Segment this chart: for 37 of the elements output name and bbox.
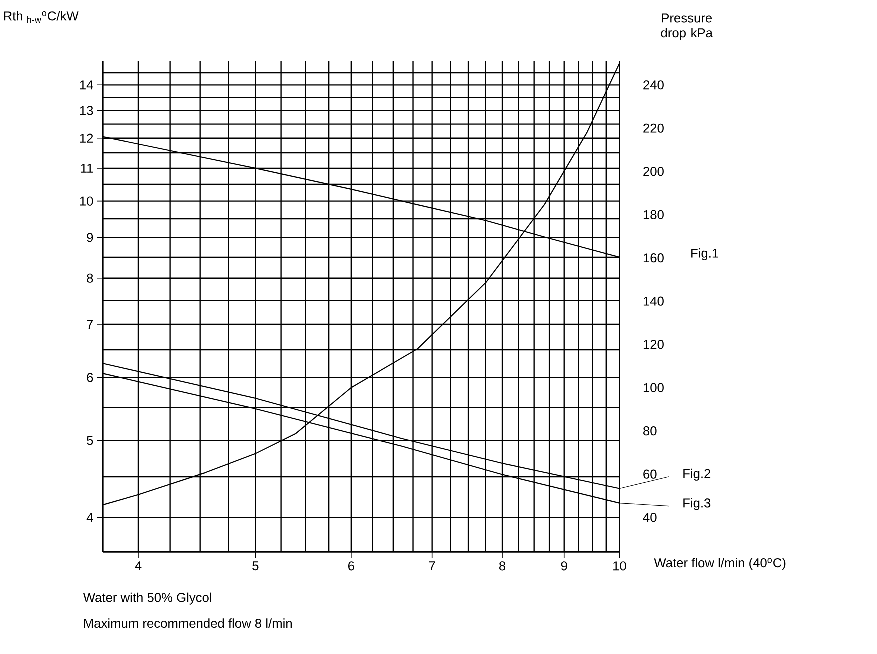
y-tick-label: 14 xyxy=(80,80,94,90)
text: Water with 50% Glycol xyxy=(83,592,212,605)
legend-label: Fig.2 xyxy=(684,468,711,481)
y2-tick-label: 180 xyxy=(644,210,664,220)
y-tick-label: 11 xyxy=(81,164,94,173)
y-tick-label: 13 xyxy=(80,106,94,116)
y-axis-title: Rth $_{h-w}$$^{o}$C/kW xyxy=(4,11,79,23)
y2-axis-title: Pressure drop kPa xyxy=(661,14,713,40)
text: Fig.1 xyxy=(692,248,718,260)
x-tick-label: 6 xyxy=(348,562,354,571)
x-tick-label: 7 xyxy=(429,562,436,570)
y-tick-label: 5 xyxy=(87,436,94,446)
y2-tick-label: 120 xyxy=(644,340,664,350)
x-tick-label: 10 xyxy=(614,562,626,571)
text: Maximum recommended flow 8 l/min xyxy=(84,618,292,628)
x-axis-title: Water flow l/min (40$^{o}$C) xyxy=(654,558,786,570)
y2-tick-label: 40 xyxy=(643,512,657,522)
y2-tick-label: 160 xyxy=(644,254,664,263)
x-tick-label: 8 xyxy=(500,562,506,571)
y-tick-label: 4 xyxy=(86,513,94,522)
y-tick-label: 12 xyxy=(80,134,94,143)
legend-label: Fig.3 xyxy=(684,498,711,510)
y2-tick-label: 80 xyxy=(644,426,657,436)
y2-tick-label: 100 xyxy=(644,383,664,392)
y2-tick-label: 240 xyxy=(644,80,664,90)
y2-tick-label: 200 xyxy=(644,167,664,176)
y-tick-label: 6 xyxy=(87,373,94,382)
x-tick-label: 5 xyxy=(252,562,259,571)
y-tick-label: 9 xyxy=(87,233,94,242)
y2-tick-label: 220 xyxy=(644,124,664,133)
y-tick-label: 10 xyxy=(80,196,94,206)
y2-tick-label: 60 xyxy=(644,470,657,479)
y-tick-label: 8 xyxy=(87,274,94,283)
y2-tick-label: 140 xyxy=(644,296,664,306)
x-tick-label: 4 xyxy=(135,562,142,570)
y-tick-label: 7 xyxy=(87,320,94,329)
x-tick-label: 9 xyxy=(561,562,568,571)
